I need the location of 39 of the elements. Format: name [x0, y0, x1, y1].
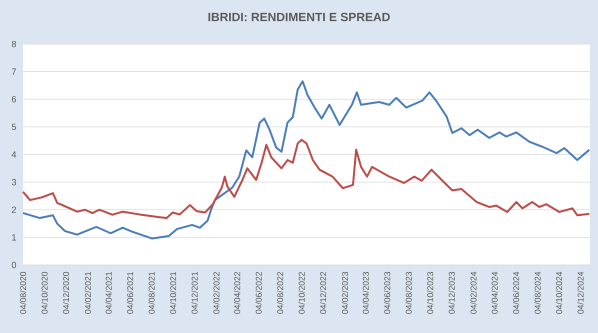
x-tick-label: 04/08/2021: [148, 272, 155, 314]
x-tick-label: 04/04/2023: [362, 272, 369, 314]
x-tick-label: 04/06/2021: [126, 272, 134, 314]
x-tick-label: 04/04/2024: [491, 272, 498, 314]
x-tick-label: 04/06/2022: [255, 272, 262, 314]
x-tick-label: 04/04/2022: [234, 272, 240, 314]
x-tick-label: 04/12/2020: [62, 272, 70, 314]
x-tick-label: 04/10/2021: [170, 272, 176, 314]
x-tick-label: 04/04/2021: [105, 272, 112, 314]
x-tick-label: 04/02/2024: [470, 272, 477, 314]
y-tick-label: 8: [12, 40, 16, 48]
x-tick-label: 04/12/2024: [577, 272, 584, 314]
x-tick-label: 04/08/2022: [276, 272, 284, 314]
line-series: [22, 80, 590, 240]
y-tick-label: 7: [12, 68, 16, 75]
x-tick-label: 04/08/2023: [406, 272, 412, 314]
x-tick-label: 04/10/2024: [556, 272, 562, 314]
x-tick-label: 04/06/2024: [512, 272, 520, 314]
x-tick-label: 04/12/2023: [448, 272, 455, 314]
x-tick-label: 04/10/2022: [298, 272, 305, 314]
x-tick-label: 04/06/2023: [384, 272, 390, 314]
y-tick-label: 4: [12, 151, 16, 158]
chart-title: IBRIDI: RENDIMENTI E SPREAD: [208, 12, 390, 22]
x-tick-label: 04/08/2020: [20, 272, 26, 314]
y-tick-label: 3: [12, 178, 16, 186]
y-tick-label: 1: [12, 234, 16, 240]
x-tick-label: 04/02/2021: [84, 272, 91, 314]
x-tick-label: 04/10/2020: [41, 272, 48, 314]
y-tick-label: 5: [12, 124, 16, 130]
x-tick-label: 04/12/2022: [320, 272, 326, 314]
x-tick-label: 04/02/2023: [342, 272, 348, 314]
x-tick-label: 04/10/2023: [426, 272, 434, 314]
x-tick-label: 04/12/2021: [191, 272, 198, 314]
y-tick-label: 2: [12, 206, 16, 213]
y-tick-label: 6: [12, 96, 16, 102]
x-tick-label: 04/08/2024: [534, 272, 541, 314]
line-series: [22, 138, 590, 220]
y-tick-label: 0: [12, 262, 16, 268]
x-tick-label: 04/02/2022: [213, 272, 220, 314]
